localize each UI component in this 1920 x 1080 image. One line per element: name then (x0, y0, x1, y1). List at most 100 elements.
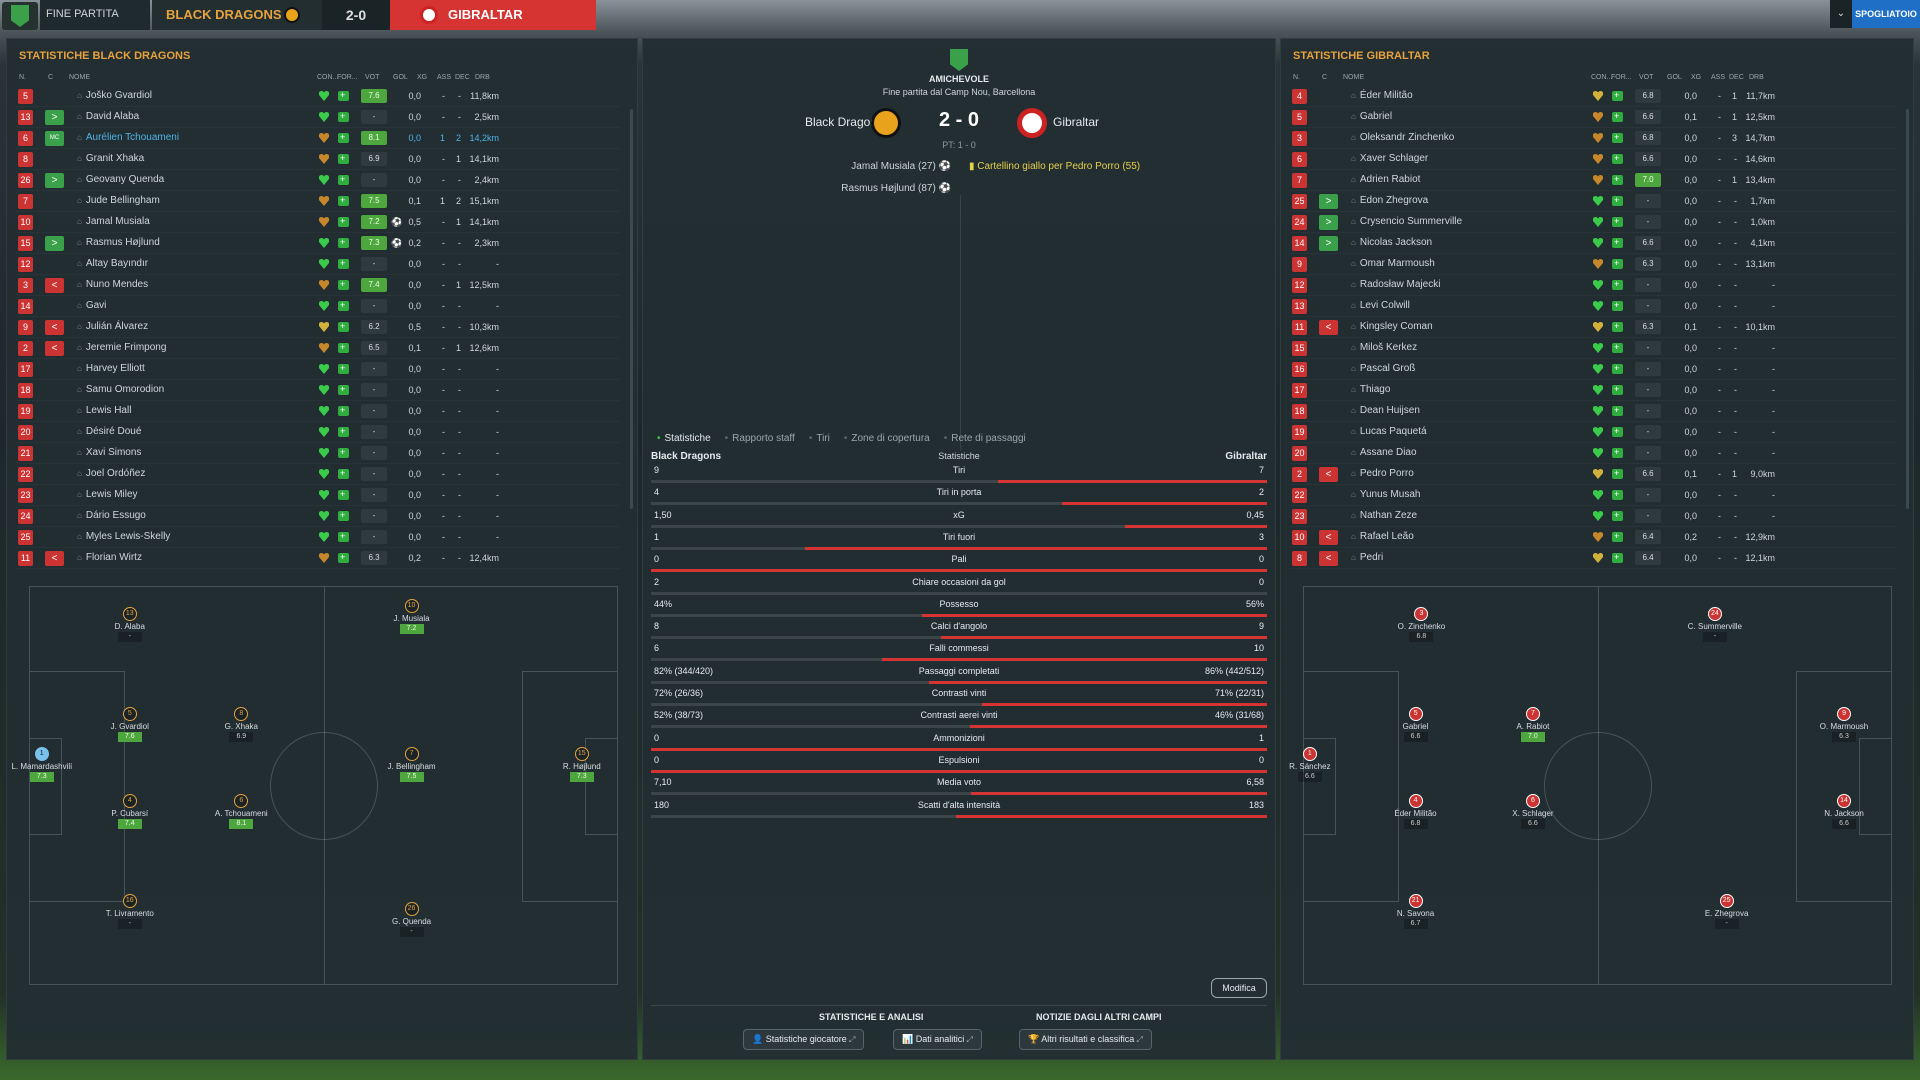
table-row[interactable]: 5 Gabriel 6.6 0,1 -1 12,5km (1289, 107, 1897, 128)
player-token[interactable]: 13 D. Alaba - (85, 606, 175, 642)
table-row[interactable]: 25 > Edon Zhegrova - 0,0 - - 1,7km (1289, 191, 1897, 212)
player-token[interactable]: 16 T. Livramento - (85, 894, 175, 930)
player-name[interactable]: Pedro Porro (1351, 468, 1414, 479)
column-header[interactable]: XG (417, 74, 428, 81)
away-team-tab[interactable]: GIBRALTAR (390, 0, 596, 30)
player-name[interactable]: Lewis Miley (77, 489, 138, 500)
player-name[interactable]: Rafael Leão (1351, 531, 1414, 542)
player-name[interactable]: Pascal Groß (1351, 363, 1416, 374)
player-name[interactable]: Xaver Schlager (1351, 153, 1428, 164)
table-row[interactable]: 2 < Jeremie Frimpong 6.5 0,1 -1 12,6km (15, 338, 621, 359)
player-name[interactable]: Nuno Mendes (77, 279, 148, 290)
table-row[interactable]: 22 Yunus Musah - 0,0 - - - (1289, 485, 1897, 506)
player-name[interactable]: Dean Huijsen (1351, 405, 1420, 416)
player-name[interactable]: Harvey Elliott (77, 363, 145, 374)
table-row[interactable]: 12 Altay Bayındır - 0,0 - - - (15, 254, 621, 275)
column-header[interactable]: FOR... (337, 74, 358, 81)
scrollbar[interactable] (1906, 109, 1909, 509)
table-row[interactable]: 9<Julián Álvarez6.20,5--10,3km (15, 317, 621, 338)
player-name[interactable]: Crysencio Summerville (1351, 216, 1462, 227)
table-row[interactable]: 6 MC Aurélien Tchouameni 8.1 0,0 12 14,2km (15, 128, 621, 149)
column-header[interactable]: NOME (1343, 74, 1364, 81)
table-row[interactable]: 26 > Geovany Quenda - 0,0 - - 2,4km (15, 170, 621, 191)
table-row[interactable]: 20 Assane Diao - 0,0 - - - (1289, 443, 1897, 464)
column-header[interactable]: VOT (1639, 74, 1654, 81)
tab-tiri[interactable]: Tiri (809, 433, 830, 444)
dressing-room-button[interactable]: SPOGLIATOIO (1852, 0, 1920, 28)
table-row[interactable]: 20 Désiré Doué - 0,0 - - - (15, 422, 621, 443)
player-name[interactable]: Oleksandr Zinchenko (1351, 132, 1455, 143)
player-name[interactable]: Altay Bayındır (77, 258, 148, 269)
player-token[interactable]: 1 R. Sánchez 6.6 (1265, 746, 1355, 782)
player-token[interactable]: 24 C. Summerville - (1670, 606, 1760, 642)
player-name[interactable]: Gavi (77, 300, 107, 311)
table-row[interactable]: 12 Radosław Majecki - 0,0 - - - (1289, 275, 1897, 296)
player-token[interactable]: 7 A. Rabiot 7.0 (1488, 706, 1578, 742)
player-name[interactable]: Kingsley Coman (1351, 321, 1433, 332)
column-header[interactable]: XG (1691, 74, 1702, 81)
table-row[interactable]: 8<Pedri6.40,0--12,1km (1289, 548, 1897, 569)
away-team-name[interactable]: Gibraltar (1053, 115, 1100, 129)
tab-statistiche[interactable]: Statistiche (657, 433, 711, 444)
column-header[interactable]: N. (19, 74, 26, 81)
column-header[interactable]: DEC (1729, 74, 1744, 81)
competition-logo-icon[interactable] (2, 2, 38, 30)
column-header[interactable]: NOME (69, 74, 90, 81)
column-header[interactable]: DEC (455, 74, 470, 81)
player-name[interactable]: Yunus Musah (1351, 489, 1421, 500)
player-name[interactable]: Jeremie Frimpong (77, 342, 167, 353)
table-row[interactable]: 23 Nathan Zeze - 0,0 - - - (1289, 506, 1897, 527)
column-header[interactable]: ASS (1711, 74, 1726, 81)
player-token[interactable]: 14 N. Jackson 6.6 (1799, 794, 1889, 830)
player-name[interactable]: Pedri (1351, 552, 1383, 563)
modify-button[interactable]: Modifica (1211, 978, 1267, 998)
player-name[interactable]: Levi Colwill (1351, 300, 1410, 311)
column-header[interactable]: ASS (437, 74, 452, 81)
column-header[interactable]: CON... (317, 74, 339, 81)
player-name[interactable]: David Alaba (77, 111, 139, 122)
table-row[interactable]: 7 Jude Bellingham 7.5 0,1 12 15,1km (15, 191, 621, 212)
player-token[interactable]: 10 J. Musiala 7.2 (367, 598, 457, 634)
table-row[interactable]: 8 Granit Xhaka 6.9 0,0 -1 14,1km (15, 149, 621, 170)
player-name[interactable]: Aurélien Tchouameni (77, 132, 179, 143)
player-name[interactable]: Myles Lewis-Skelly (77, 531, 170, 542)
other-results-button[interactable]: 🏆 Altri risultati e classifica (1019, 1029, 1152, 1050)
table-row[interactable]: 22 Joel Ordóñez - 0,0 - - - (15, 464, 621, 485)
table-row[interactable]: 17 Thiago - 0,0 - - - (1289, 380, 1897, 401)
table-row[interactable]: 7 Adrien Rabiot 7.0 0,0 -1 13,4km (1289, 170, 1897, 191)
player-name[interactable]: Thiago (1351, 384, 1391, 395)
table-row[interactable]: 11<Kingsley Coman6.30,1--10,1km (1289, 317, 1897, 338)
column-header[interactable]: CON... (1591, 74, 1613, 81)
player-token[interactable]: 21 N. Savona 6.7 (1371, 894, 1461, 930)
player-token[interactable]: 4 P. Cubarsí 7.4 (85, 794, 175, 830)
player-token[interactable]: 6 X. Schlager 6.6 (1488, 794, 1578, 830)
player-name[interactable]: Florian Wirtz (77, 552, 142, 563)
table-row[interactable]: 18 Dean Huijsen - 0,0 - - - (1289, 401, 1897, 422)
player-name[interactable]: Geovany Quenda (77, 174, 164, 185)
player-name[interactable]: Dário Essugo (77, 510, 146, 521)
player-name[interactable]: Nathan Zeze (1351, 510, 1417, 521)
player-name[interactable]: Gabriel (1351, 111, 1392, 122)
table-row[interactable]: 13 Levi Colwill - 0,0 - - - (1289, 296, 1897, 317)
player-token[interactable]: 25 E. Zhegrova - (1682, 894, 1772, 930)
table-row[interactable]: 15 Miloš Kerkez - 0,0 - - - (1289, 338, 1897, 359)
table-row[interactable]: 14 Gavi - 0,0 - - - (15, 296, 621, 317)
player-token[interactable]: 15 R. Højlund 7.3 (537, 746, 627, 782)
home-team-tab[interactable]: BLACK DRAGONS (152, 0, 322, 30)
player-name[interactable]: Lewis Hall (77, 405, 132, 416)
table-row[interactable]: 11<Florian Wirtz6.30,2--12,4km (15, 548, 621, 569)
column-header[interactable]: C (48, 74, 54, 81)
home-team-name[interactable]: Black Dragons (804, 115, 883, 129)
column-header[interactable]: GOL (393, 74, 408, 81)
table-row[interactable]: 2 < Pedro Porro 6.6 0,1 -1 9,0km (1289, 464, 1897, 485)
player-name[interactable]: Joško Gvardiol (77, 90, 152, 101)
player-name[interactable]: Jamal Musiala (77, 216, 150, 227)
tab-rapporto-staff[interactable]: Rapporto staff (725, 433, 795, 444)
player-name[interactable]: Lucas Paquetá (1351, 426, 1427, 437)
scrollbar[interactable] (630, 109, 633, 509)
player-token[interactable]: 1 L. Mamardashvili 7.3 (0, 746, 87, 782)
column-header[interactable]: DRB (1749, 74, 1764, 81)
